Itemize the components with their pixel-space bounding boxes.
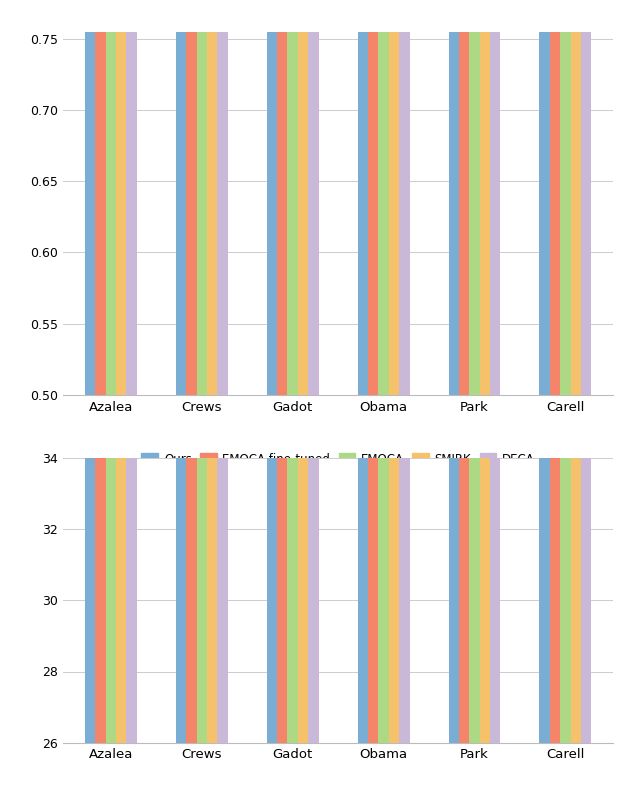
- Bar: [85, 0, 95, 743]
- Bar: [95, 0, 106, 395]
- Bar: [126, 0, 137, 395]
- Bar: [217, 0, 228, 395]
- Bar: [126, 0, 137, 743]
- Bar: [449, 0, 459, 395]
- Bar: [470, 0, 480, 743]
- Bar: [217, 0, 228, 743]
- Bar: [308, 0, 319, 395]
- Bar: [480, 0, 490, 395]
- Bar: [358, 0, 368, 395]
- Bar: [490, 0, 501, 395]
- Bar: [449, 0, 459, 743]
- Bar: [379, 0, 389, 395]
- Bar: [399, 0, 410, 743]
- Bar: [116, 0, 126, 395]
- Bar: [95, 0, 106, 743]
- Bar: [186, 0, 197, 395]
- Bar: [389, 0, 399, 743]
- Bar: [389, 0, 399, 395]
- Bar: [459, 0, 470, 743]
- Bar: [480, 0, 490, 743]
- Bar: [207, 0, 217, 395]
- Bar: [560, 0, 571, 395]
- Bar: [550, 0, 560, 743]
- Bar: [368, 0, 379, 743]
- Bar: [581, 0, 592, 395]
- Bar: [298, 0, 308, 743]
- Bar: [176, 0, 186, 743]
- Bar: [277, 0, 288, 743]
- Bar: [581, 0, 592, 743]
- Bar: [298, 0, 308, 395]
- Bar: [379, 0, 389, 743]
- Bar: [490, 0, 501, 743]
- Bar: [186, 0, 197, 743]
- Bar: [470, 0, 480, 395]
- Bar: [106, 0, 116, 743]
- Bar: [207, 0, 217, 743]
- Bar: [106, 0, 116, 395]
- Legend: Ours, EMOCA fine-tuned, EMOCA, SMIRK, DECA: Ours, EMOCA fine-tuned, EMOCA, SMIRK, DE…: [137, 448, 540, 471]
- Bar: [288, 0, 298, 395]
- Bar: [267, 0, 277, 395]
- Bar: [176, 0, 186, 395]
- Bar: [308, 0, 319, 743]
- Bar: [267, 0, 277, 743]
- Bar: [571, 0, 581, 395]
- Bar: [459, 0, 470, 395]
- Bar: [288, 0, 298, 743]
- Bar: [197, 0, 207, 743]
- Bar: [540, 0, 550, 395]
- Bar: [197, 0, 207, 395]
- Bar: [277, 0, 288, 395]
- Bar: [358, 0, 368, 743]
- Bar: [571, 0, 581, 743]
- Bar: [399, 0, 410, 395]
- Bar: [368, 0, 379, 395]
- Bar: [560, 0, 571, 743]
- Bar: [550, 0, 560, 395]
- Bar: [85, 0, 95, 395]
- Bar: [116, 0, 126, 743]
- Bar: [540, 0, 550, 743]
